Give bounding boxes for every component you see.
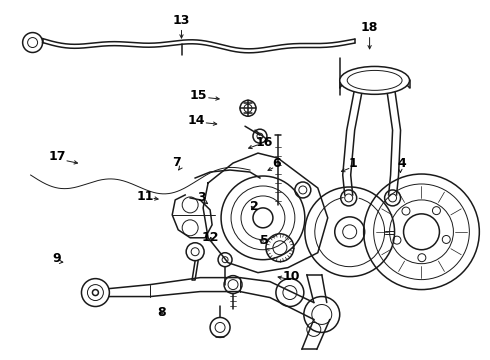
Text: 4: 4 [397, 157, 406, 170]
Text: 5: 5 [260, 234, 269, 247]
Text: 11: 11 [136, 190, 153, 203]
Text: 10: 10 [283, 270, 300, 283]
Text: 2: 2 [250, 201, 259, 213]
Ellipse shape [347, 71, 402, 90]
Text: 15: 15 [190, 89, 207, 102]
Text: 14: 14 [187, 114, 205, 127]
Text: 16: 16 [256, 136, 273, 149]
Text: 18: 18 [361, 21, 378, 34]
Text: 17: 17 [48, 150, 66, 163]
Text: 1: 1 [348, 157, 357, 170]
Text: 13: 13 [173, 14, 190, 27]
Text: 12: 12 [202, 231, 220, 244]
Text: 6: 6 [272, 157, 281, 170]
Text: 3: 3 [196, 192, 205, 204]
Ellipse shape [340, 67, 410, 94]
Text: 9: 9 [52, 252, 61, 265]
Text: 8: 8 [158, 306, 166, 319]
Text: 7: 7 [172, 156, 181, 168]
